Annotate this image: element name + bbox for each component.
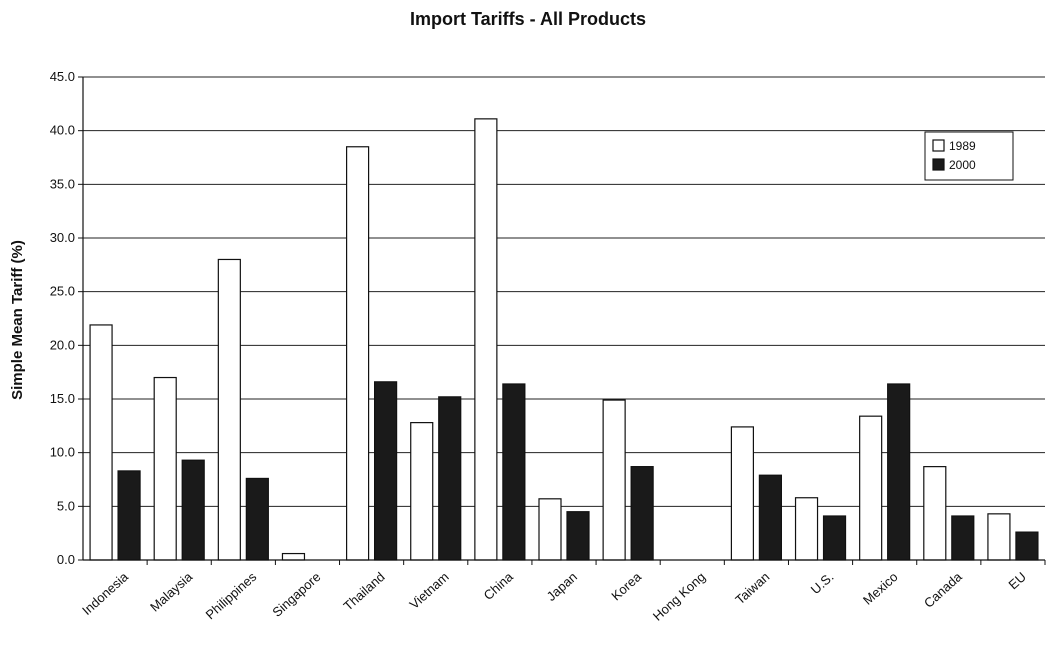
x-tick-label: U.S. xyxy=(808,569,837,597)
bar-1989-u-s- xyxy=(794,497,819,561)
bar-1989-philippines xyxy=(217,258,241,561)
x-tick-label: EU xyxy=(1005,569,1028,592)
y-tick-label: 20.0 xyxy=(50,337,75,352)
bar-1989-japan xyxy=(538,498,562,561)
bar-2000-thailand xyxy=(374,381,398,561)
x-tick-label: Thailand xyxy=(341,569,388,614)
y-tick-label: 30.0 xyxy=(50,230,75,245)
bar-1989-eu xyxy=(987,513,1011,561)
bar-1989-taiwan xyxy=(730,426,755,561)
y-tick-label: 15.0 xyxy=(50,391,75,406)
bar-2000-u-s- xyxy=(822,515,847,561)
y-tick-label: 10.0 xyxy=(50,445,75,460)
x-tick-label: Taiwan xyxy=(732,569,772,607)
y-tick-label: 45.0 xyxy=(50,69,75,84)
bar-1989-indonesia xyxy=(89,324,113,561)
y-tick-label: 5.0 xyxy=(57,498,75,513)
bar-1989-vietnam xyxy=(410,422,434,561)
legend-label-2000: 2000 xyxy=(949,158,976,172)
bar-1989-malaysia xyxy=(153,376,177,561)
bar-1989-thailand xyxy=(346,146,370,561)
bar-2000-japan xyxy=(566,511,590,561)
bar-2000-vietnam xyxy=(438,396,462,561)
y-tick-label: 40.0 xyxy=(50,123,75,138)
y-tick-label: 35.0 xyxy=(50,176,75,191)
y-axis-ticks: 0.0 5.0 10.0 15.0 20.0 25.0 30.0 35.0 40.0 45.0 xyxy=(50,69,83,567)
x-tick-label: Philippines xyxy=(203,569,260,623)
bar-1989-china xyxy=(474,118,498,561)
bar-2000-korea xyxy=(630,466,654,561)
legend-label-1989: 1989 xyxy=(949,139,976,153)
y-tick-label: 0.0 xyxy=(57,552,75,567)
x-tick-label: Malaysia xyxy=(147,569,196,615)
legend-swatch-2000 xyxy=(932,158,945,171)
bar-2000-taiwan xyxy=(758,474,783,561)
x-tick-label: Mexico xyxy=(860,569,901,608)
x-tick-label: Indonesia xyxy=(79,569,132,618)
bar-1989-canada xyxy=(923,466,947,561)
bar-2000-canada xyxy=(951,515,975,561)
bar-2000-mexico xyxy=(887,383,911,561)
bar-1989-mexico xyxy=(859,415,883,561)
bar-2000-eu xyxy=(1015,531,1039,561)
chart-title: Import Tariffs - All Products xyxy=(410,9,646,29)
y-tick-label: 25.0 xyxy=(50,284,75,299)
legend: 1989 2000 xyxy=(924,131,1014,181)
bar-2000-indonesia xyxy=(117,470,141,561)
legend-swatch-1989 xyxy=(932,139,945,152)
bar-2000-china xyxy=(502,383,526,561)
y-axis-label: Simple Mean Tariff (%) xyxy=(9,240,26,400)
x-tick-label: Singapore xyxy=(269,569,323,620)
x-tick-label: Japan xyxy=(544,569,580,604)
bar-1989-korea xyxy=(602,399,626,561)
bar-1989-singapore xyxy=(281,552,306,561)
x-tick-label: Vietnam xyxy=(406,569,451,612)
x-axis-ticks: Indonesia Malaysia Philippines Singapore Tha… xyxy=(79,560,1046,624)
x-tick-label: China xyxy=(481,569,517,603)
x-tick-label: Hong Kong xyxy=(650,569,708,624)
x-tick-label: Korea xyxy=(608,569,644,604)
bar-2000-philippines xyxy=(245,477,269,561)
x-tick-label: Canada xyxy=(921,569,965,611)
bars xyxy=(89,118,1039,561)
gridlines xyxy=(83,76,1045,507)
bar-2000-malaysia xyxy=(181,459,205,561)
